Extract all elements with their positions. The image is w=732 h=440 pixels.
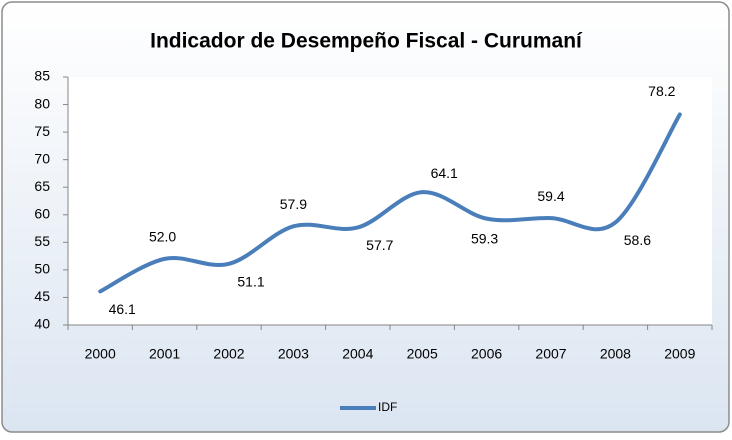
x-tick-label: 2001	[149, 346, 180, 362]
x-tick-label: 2005	[407, 346, 438, 362]
y-tick-label: 65	[34, 178, 50, 194]
data-label: 58.6	[624, 232, 651, 248]
x-tick-label: 2006	[471, 346, 502, 362]
y-tick-label: 60	[34, 205, 50, 221]
data-label: 57.7	[366, 237, 393, 253]
data-label: 64.1	[431, 165, 458, 181]
legend-label: IDF	[378, 400, 397, 414]
x-tick-label: 2002	[213, 346, 244, 362]
data-label: 59.4	[537, 188, 564, 204]
plot-area	[68, 77, 712, 325]
y-tick-label: 40	[34, 316, 50, 332]
y-tick-label: 55	[34, 233, 50, 249]
y-tick-label: 85	[34, 68, 50, 84]
x-tick-label: 2000	[85, 346, 116, 362]
y-tick-label: 50	[34, 261, 50, 277]
x-tick-label: 2007	[535, 346, 566, 362]
y-tick-label: 70	[34, 150, 50, 166]
x-tick-label: 2003	[278, 346, 309, 362]
data-label: 52.0	[149, 229, 176, 245]
data-label: 46.1	[109, 301, 136, 317]
data-label: 78.2	[648, 83, 675, 99]
y-tick-label: 80	[34, 95, 50, 111]
y-tick-label: 45	[34, 288, 50, 304]
data-label: 57.9	[280, 196, 307, 212]
data-label: 51.1	[237, 274, 264, 290]
chart-title: Indicador de Desempeño Fiscal - Curumaní	[150, 30, 583, 53]
line-series	[98, 112, 682, 294]
data-label: 59.3	[471, 230, 498, 246]
y-tick-label: 75	[34, 123, 50, 139]
x-tick-label: 2008	[600, 346, 631, 362]
x-tick-label: 2004	[342, 346, 373, 362]
x-tick-label: 2009	[664, 346, 695, 362]
